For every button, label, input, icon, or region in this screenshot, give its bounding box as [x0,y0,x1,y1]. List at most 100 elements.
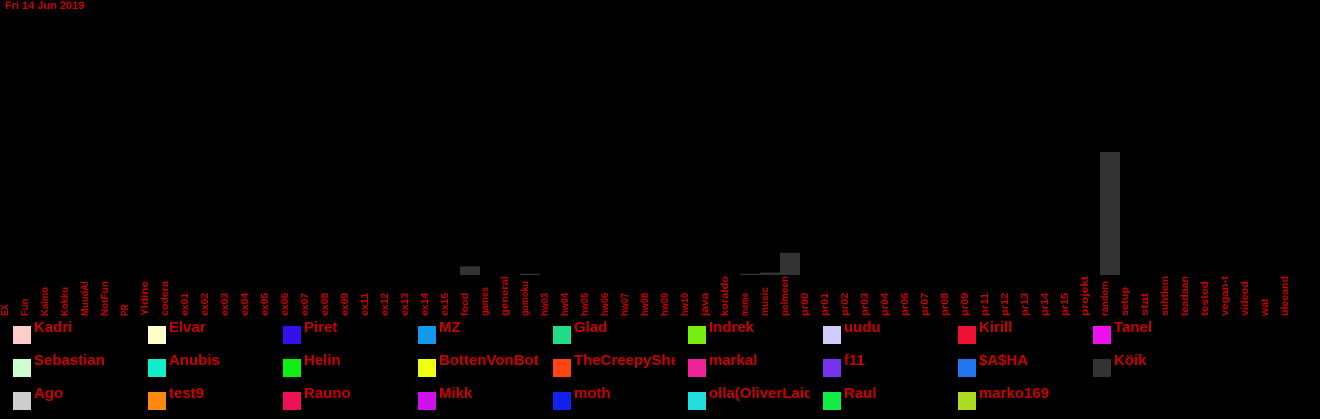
legend-item: Köik [1080,351,1215,384]
legend-label: uudu [844,319,881,336]
chart-title: Fri 14 Jun 2019 [5,0,85,12]
legend-swatch [958,326,976,344]
x-tick-label: pr12 [1000,292,1011,316]
legend-label: Rauno [304,385,351,402]
legend-label: marko169 [979,385,1050,402]
x-tick-label: NotFun [100,281,111,316]
legend-label: Sebastian [34,352,105,369]
legend-swatch [13,392,31,410]
x-tick-label: Fun [20,299,31,316]
x-tick-label: hw08 [640,292,651,316]
legend-swatch [418,359,436,377]
legend-item: uudu [810,318,945,351]
x-tick-label: vegan-t [1220,275,1231,316]
legend-item: Mikk [405,384,540,417]
x-tick-label: meme [740,292,751,316]
x-tick-label: ex09 [340,292,351,316]
legend-item: Rauno [270,384,405,417]
x-tick-label: ex12 [380,292,391,316]
x-tick-label: stat [1140,292,1151,316]
legend-label: markal [709,352,758,369]
x-tick-label: wat [1260,298,1271,317]
legend-label: test9 [169,385,205,402]
legend-swatch [553,392,571,410]
x-tick-label: ex15 [440,292,451,316]
x-tick-label: pr08 [940,292,951,316]
x-tick-label: games [480,287,491,316]
legend-swatch [13,359,31,377]
legend-item: olla(OliverLaidma) [675,384,810,417]
legend-item: Kadri [0,318,135,351]
x-tick-label: koraldo [720,276,731,316]
x-tick-label: pelmeen [780,276,791,316]
legend-label: Indrek [709,319,755,336]
legend-label: Köik [1114,352,1147,369]
legend-item: TheCreepySheep [540,351,675,384]
legend-swatch [823,359,841,377]
x-tick-label: hw05 [580,292,591,316]
legend-label: MZ [439,319,461,336]
x-tick-label: hw09 [660,292,671,316]
x-tick-label: ex03 [220,292,231,316]
x-tick-label: ex02 [200,292,211,316]
legend-item: moth [540,384,675,417]
legend-label: Helin [304,352,341,369]
x-tick-label: pr11 [980,292,991,316]
x-tick-label: ex04 [240,292,251,316]
legend-swatch [553,359,571,377]
bar-chart: EX Fun Kalmo Kokku MuudAl NotFun PR Yldine coder… [0,152,1291,317]
legend-label: f11 [844,352,865,369]
legend-swatch [688,392,706,410]
legend-swatch [553,326,571,344]
x-tick-label: ex08 [320,292,331,316]
x-tick-label: pr14 [1040,292,1051,316]
bar-pelmeen [780,252,800,275]
legend-label: Mikk [439,385,473,402]
x-tick-label: ex01 [180,292,191,316]
legend-swatch [283,359,301,377]
x-tick-label: pr04 [880,292,891,316]
legend-swatch [418,326,436,344]
x-tick-label: Yldine [140,281,151,316]
legend-item: Raul [810,384,945,417]
x-tick-label: EX [0,304,11,316]
x-tick-label: suhtlem [1160,276,1171,316]
legend-item: Sebastian [0,351,135,384]
x-tick-label: Kalmo [40,287,51,316]
legend-item: markal [675,351,810,384]
legend-label: Glad [574,319,608,336]
legend-label: Raul [844,385,877,402]
legend-label: Kadri [34,319,73,336]
legend-item: Indrek [675,318,810,351]
legend-label: Tanel [1114,319,1153,336]
x-tick-label: music [760,287,771,316]
legend-swatch [283,326,301,344]
bar-gomoku [520,273,540,275]
legend-swatch [688,359,706,377]
legend-label: moth [574,385,611,402]
x-tick-label: setup [1120,287,1131,316]
legend-item: f11 [810,351,945,384]
x-tick-label: pr01 [820,292,831,316]
legend: Kadri Elvar Piret MZ Glad Indrek uudu Kirill Tan… [0,318,1320,419]
legend-item: Elvar [135,318,270,351]
legend-swatch [823,326,841,344]
x-tick-label: ex14 [420,292,431,316]
x-tick-label: pr00 [800,292,811,316]
x-tick-label: pr06 [900,292,911,316]
x-tick-label: pr03 [860,292,871,316]
legend-swatch [148,326,166,344]
x-tick-label: hw04 [560,292,571,316]
x-tick-label: java [700,292,711,317]
x-tick-label: Kokku [60,287,71,316]
legend-label: Piret [304,319,338,336]
legend-item: BottenVonBot [405,351,540,384]
legend-item: Kirill [945,318,1080,351]
x-tick-label: ex06 [280,292,291,316]
legend-item: Helin [270,351,405,384]
x-tick-label: hw07 [620,292,631,316]
legend-label: olla(OliverLaidma) [709,385,810,402]
x-tick-label: pr13 [1020,292,1031,316]
legend-item: Ago [0,384,135,417]
legend-label: Kirill [979,319,1013,336]
